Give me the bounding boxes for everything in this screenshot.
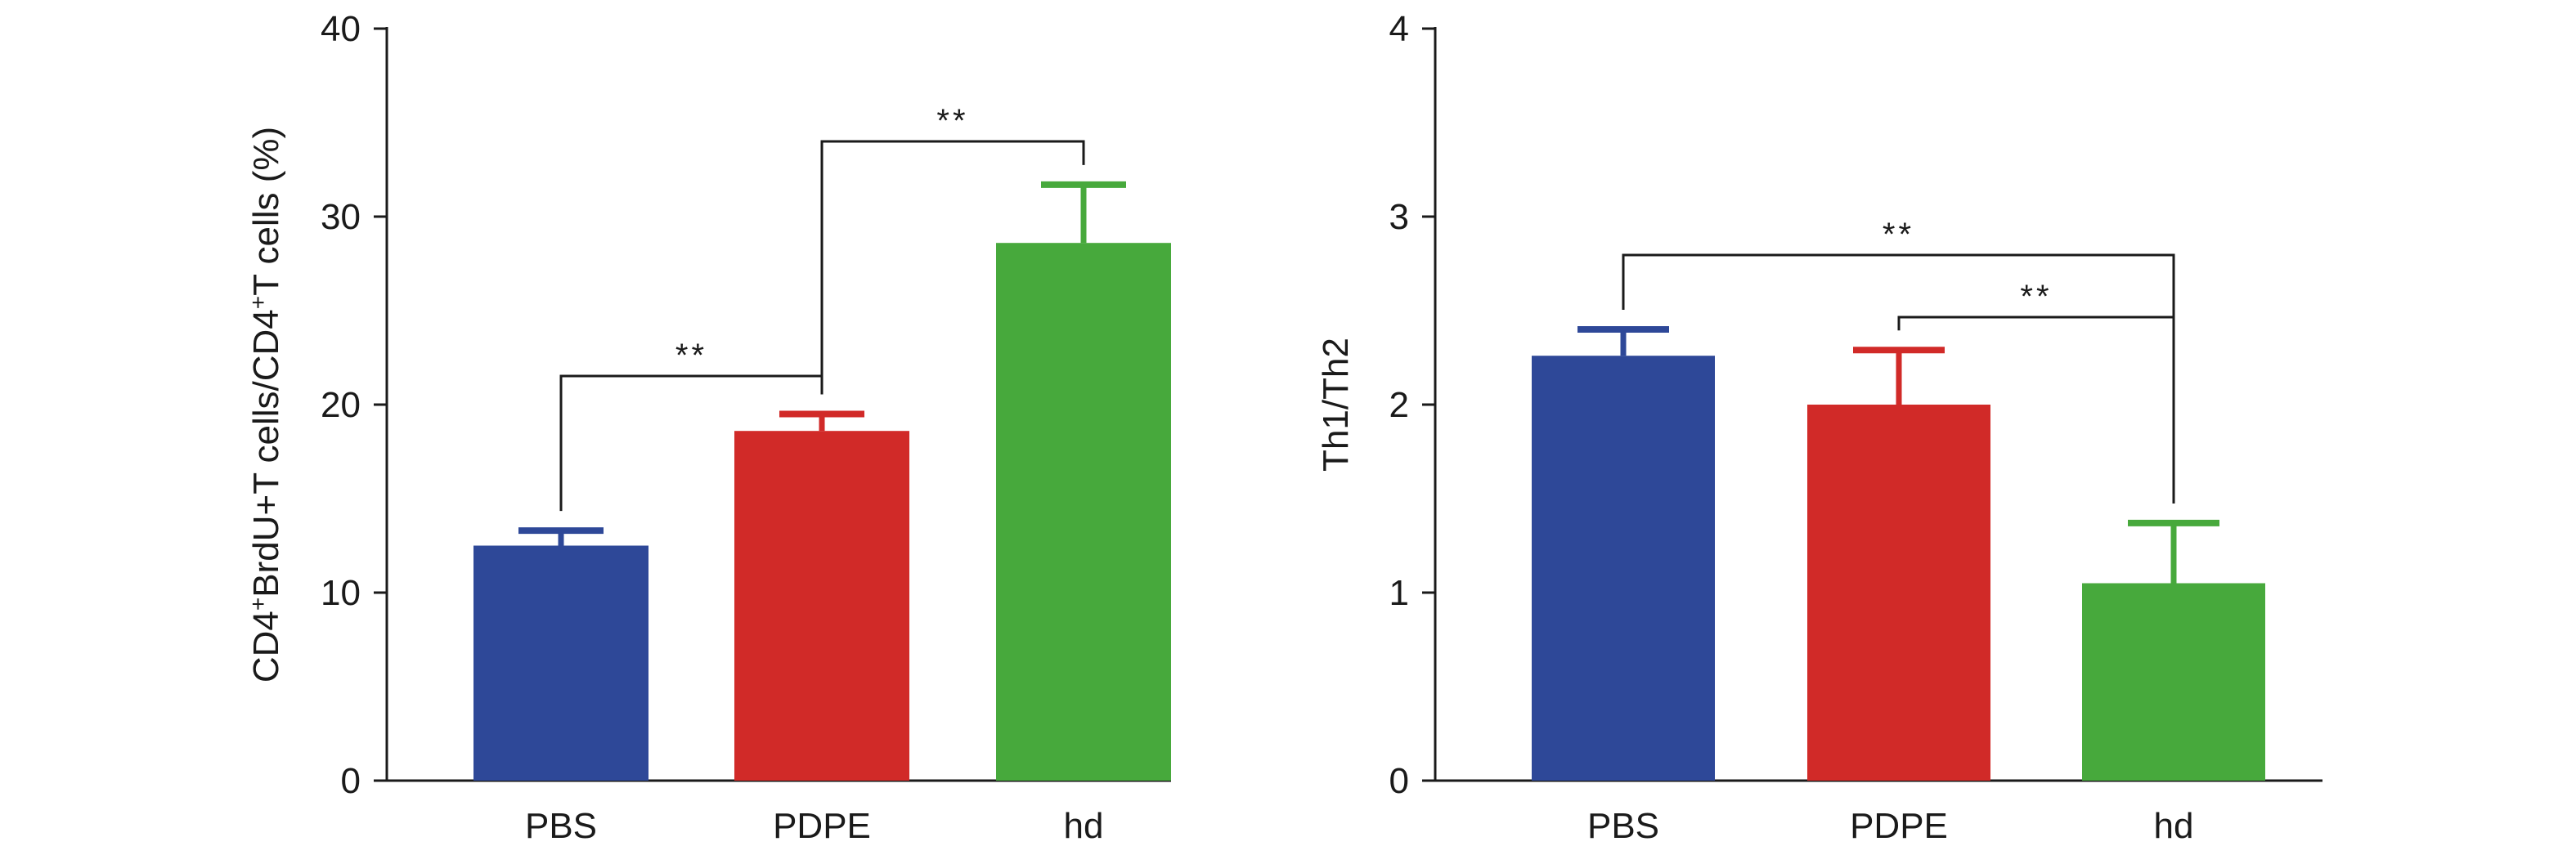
y-tick-label: 3 [1389,197,1409,237]
x-tick-label: hd [1064,806,1104,846]
bar-pdpe [1807,405,1990,781]
significance-label: ** [675,338,707,374]
y-axis-title: CD4+BrdU+T cells/CD4+T cells (%) [245,127,287,683]
y-axis-title-part: T cells (%) [246,127,286,296]
y-axis-title: Th1/Th2 [1316,338,1356,472]
y-tick-label: 0 [341,761,361,801]
y-axis-title-part: BrdU+T cells/CD4 [246,309,286,598]
x-tick-label: PDPE [1850,806,1948,846]
significance-bracket [820,140,1085,395]
significance-bracket [1897,316,2175,504]
bar-pbs [1532,356,1715,781]
significance-label: ** [2020,279,2052,315]
significance-label: ** [936,103,968,139]
y-tick-label: 30 [321,197,361,237]
significance-label: ** [1883,217,1914,253]
x-tick-label: PBS [1587,806,1659,846]
y-tick-label: 1 [1389,573,1409,613]
bar-hd [2082,583,2265,781]
x-tick-label: hd [2154,806,2194,846]
y-tick-label: 40 [321,9,361,49]
bar-pbs [473,545,648,781]
y-axis-title-part: Th1/Th2 [1316,338,1356,472]
y-tick-label: 2 [1389,385,1409,425]
y-tick-label: 0 [1389,761,1409,801]
x-tick-label: PBS [525,806,597,846]
y-tick-label: 4 [1389,9,1409,49]
bar-hd [996,243,1171,781]
y-axis-title-part: CD4 [246,611,286,683]
x-tick-label: PDPE [773,806,871,846]
y-axis-title-part: + [245,598,271,611]
chart-th1-th2-ratio: 0 1 2 3 4 Th1/Th2 PBS PDPE hd ** ** [1316,9,2322,846]
y-tick-label: 10 [321,573,361,613]
y-axis-title-part: + [245,296,271,309]
bar-pdpe [734,431,909,781]
y-tick-label: 20 [321,385,361,425]
